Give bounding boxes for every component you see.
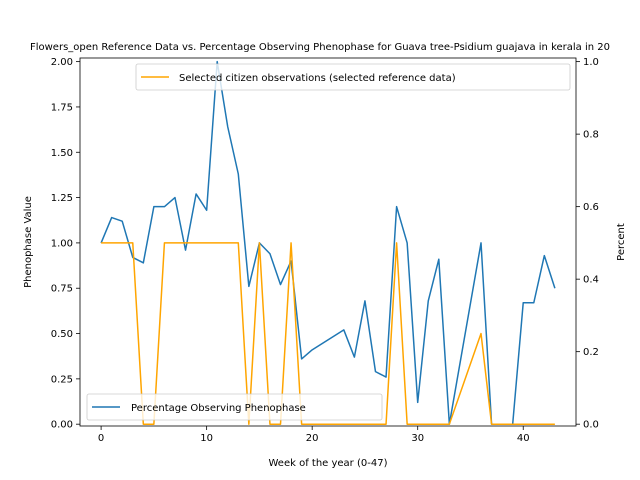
right-y-tick-label: 0.6 (583, 202, 599, 213)
axes: 0 10 20 30 40 0.00 0.25 0.50 0.75 1.00 1.25 1.50 1.7… (51, 57, 599, 444)
left-y-tick-label: 2.00 (51, 57, 73, 68)
right-y-tick-label: 0.4 (583, 275, 599, 286)
x-tick-label: 40 (517, 433, 530, 444)
right-y-tick-label: 0.2 (583, 347, 599, 358)
right-y-tick-label: 0.0 (583, 420, 599, 431)
legend-box-lower-left (86, 393, 383, 421)
series-line-percentage (100, 60, 556, 425)
left-y-tick-label: 1.50 (51, 148, 73, 159)
legend-lower-left: Percentage Observing Phenophase (86, 393, 383, 421)
series-line-citizen (101, 242, 555, 425)
x-tick-label: 20 (306, 433, 319, 444)
plot-area (100, 60, 556, 425)
legend-upper-right: Selected citizen observations (selected … (135, 63, 571, 91)
axes-frame (79, 57, 577, 427)
left-y-tick-label: 0.50 (51, 329, 73, 340)
left-y-tick-label: 0.75 (51, 284, 73, 295)
x-tick-label: 0 (98, 433, 104, 444)
left-y-tick-label: 1.25 (51, 193, 73, 204)
left-axis-title: Phenophase Value (23, 196, 34, 288)
legend-box-upper-right (135, 63, 571, 91)
x-axis-title: Week of the year (0-47) (269, 458, 388, 469)
left-y-tick-label: 0.25 (51, 374, 73, 385)
right-axis-title: Percent (616, 223, 627, 261)
left-y-tick-label: 1.00 (51, 238, 73, 249)
right-y-tick-label: 1.0 (583, 57, 599, 68)
x-tick-label: 10 (200, 433, 213, 444)
chart-title: Flowers_open Reference Data vs. Percenta… (30, 42, 610, 53)
x-tick-label: 30 (411, 433, 424, 444)
left-y-tick-label: 0.00 (51, 420, 73, 431)
legend-label-percentage: Percentage Observing Phenophase (131, 403, 306, 414)
left-y-tick-label: 1.75 (51, 102, 73, 113)
legend-label-citizen: Selected citizen observations (selected … (179, 73, 456, 84)
right-y-tick-label: 0.8 (583, 130, 599, 141)
